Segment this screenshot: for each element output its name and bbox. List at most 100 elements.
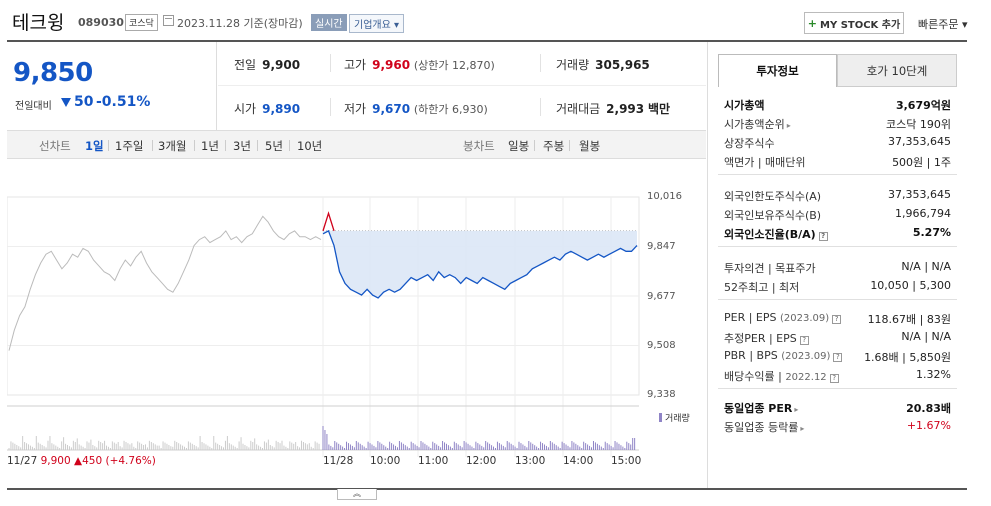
tab-weekly-candle[interactable]: 주봉	[543, 139, 565, 153]
chevron-right-icon: ▸	[794, 405, 799, 414]
amount-stat: 거래대금 2,993 백만	[556, 100, 670, 117]
divider	[152, 140, 153, 151]
bottom-divider	[7, 488, 967, 490]
chart-period-tabs: 선차트 1일 1주일 3개월 1년 3년 5년 10년 봉차트 일봉 주봉 월봉	[7, 130, 706, 159]
plus-icon: +	[807, 16, 818, 30]
x-tick-label: 15:00	[611, 455, 642, 467]
x-tick-label: 14:00	[563, 455, 594, 467]
open-value: 9,890	[262, 102, 301, 116]
pbr-text: PBR | BPS	[724, 349, 778, 362]
info-row: 동일업종 등락률 ▸ +1.67%	[718, 416, 957, 435]
est-per-label: 추정PER | EPS?	[724, 330, 809, 346]
company-info-dropdown[interactable]: 기업개요 ▾	[349, 14, 404, 33]
help-icon[interactable]: ?	[829, 374, 839, 383]
calendar-icon	[163, 15, 174, 26]
week52-value: 10,050 | 5,300	[870, 279, 951, 292]
x-tick-label: 13:00	[515, 455, 546, 467]
y-tick-label: 9,677	[647, 291, 676, 302]
y-tick-label: 10,016	[647, 191, 682, 202]
divider	[289, 140, 290, 151]
tab-daily-candle[interactable]: 일봉	[508, 139, 530, 153]
help-icon[interactable]: ?	[818, 232, 828, 241]
tab-3years[interactable]: 3년	[233, 139, 251, 153]
sector-per-text: 동일업종 PER	[724, 402, 793, 415]
low-value: 9,670	[372, 102, 411, 116]
dividend-date: 2022.12	[785, 372, 827, 383]
help-icon[interactable]: ?	[833, 353, 843, 362]
sector-change-text: 동일업종 등락률	[724, 421, 799, 434]
divider	[108, 140, 109, 151]
sector-per-value: 20.83배	[906, 402, 951, 415]
tab-10years[interactable]: 10년	[297, 139, 323, 153]
prev-close-label: 전일	[234, 58, 257, 72]
low-stat: 저가 9,670 (하한가 6,930)	[344, 100, 488, 117]
opinion-section: 투자의견 | 목표주가 N/A | N/A 52주최고 | 최저 10,050 | …	[718, 257, 957, 300]
per-label: PER | EPS (2023.09)?	[724, 311, 842, 324]
tab-3months[interactable]: 3개월	[158, 139, 187, 153]
info-row: 외국인한도주식수(A) 37,353,645	[718, 185, 957, 204]
info-row: 투자의견 | 목표주가 N/A | N/A	[718, 257, 957, 276]
help-icon[interactable]: ?	[832, 315, 842, 324]
divider	[569, 140, 570, 151]
realtime-button[interactable]: 실시간	[311, 14, 347, 31]
x-tick-label: 11:00	[418, 455, 449, 467]
info-row: 52주최고 | 최저 10,050 | 5,300	[718, 276, 957, 295]
opinion-label: 투자의견 | 목표주가	[724, 262, 816, 275]
chevron-right-icon: ▸	[800, 424, 805, 433]
foreign-limit-label: 외국인한도주식수(A)	[724, 190, 822, 203]
info-row: PBR | BPS (2023.09)? 1.68배 | 5,850원	[718, 346, 957, 365]
sector-change-label[interactable]: 동일업종 등락률 ▸	[724, 419, 804, 435]
valuation-section: PER | EPS (2023.09)? 118.67배 | 83원 추정PER …	[718, 308, 957, 389]
market-cap-rank-text: 시가총액순위	[724, 118, 785, 131]
info-row: 동일업종 PER ▸ 20.83배	[718, 397, 957, 416]
y-tick-label: 9,508	[647, 340, 676, 351]
pbr-value: 1.68배 | 5,850원	[864, 351, 951, 364]
par-value: 500원 | 1주	[892, 156, 951, 169]
info-row: 액면가 | 매매단위 500원 | 1주	[718, 151, 957, 170]
divider	[534, 140, 535, 151]
help-icon[interactable]: ?	[799, 336, 809, 345]
chevron-right-icon: ▸	[786, 121, 791, 130]
stock-name: 테크윙	[12, 12, 65, 34]
y-tick-label: 9,338	[647, 389, 676, 400]
price-change-percent: -0.51%	[96, 94, 151, 110]
add-mystock-button[interactable]: + MY STOCK 추가	[804, 12, 904, 34]
market-cap-label: 시가총액	[724, 99, 765, 112]
tab-5years[interactable]: 5년	[265, 139, 283, 153]
line-chart-tab[interactable]: 선차트	[39, 139, 71, 153]
tab-investment-info[interactable]: 투자정보	[718, 54, 837, 87]
tab-1year[interactable]: 1년	[201, 139, 219, 153]
per-date: (2023.09)	[780, 313, 830, 324]
prev-day-change: ▲450	[74, 455, 103, 467]
divider	[225, 140, 226, 151]
candle-chart-tab[interactable]: 봉차트	[463, 139, 495, 153]
market-cap-rank-label[interactable]: 시가총액순위 ▸	[724, 116, 791, 132]
stats-row-2: 시가 9,890 저가 9,670 (하한가 6,930) 거래대금 2,993 백만	[218, 86, 706, 130]
today-up-line	[322, 211, 335, 232]
tab-1day[interactable]: 1일	[85, 139, 104, 153]
divider	[194, 140, 195, 151]
info-row: 외국인보유주식수(B) 1,966,794	[718, 204, 957, 223]
lower-limit: (하한가 6,930)	[413, 103, 488, 116]
prev-close-value: 9,900	[262, 58, 301, 72]
amount-value: 2,993	[606, 102, 645, 116]
collapse-button[interactable]: ︽	[337, 489, 377, 500]
foreign-hold-label: 외국인보유주식수(B)	[724, 209, 822, 222]
open-label: 시가	[234, 102, 257, 116]
investment-info-panel: 투자정보 호가 10단계 시가총액 3,679억원 시가총액순위 ▸ 코스닥 190위…	[707, 42, 967, 488]
foreign-hold-value: 1,966,794	[895, 207, 951, 220]
stock-header: 테크윙 089030 코스닥 2023.11.28 기준(장마감) 실시간 기업…	[0, 0, 991, 40]
intraday-chart[interactable]: 10,016 9,847 9,677 9,508 9,338 거래량 11/27…	[7, 180, 706, 470]
upper-limit: (상한가 12,870)	[413, 59, 495, 72]
tab-1week[interactable]: 1주일	[115, 139, 144, 153]
divider	[540, 98, 541, 116]
shares-label: 상장주식수	[724, 137, 775, 150]
quick-order-dropdown[interactable]: 빠른주문 ▾	[918, 18, 968, 31]
info-row: 상장주식수 37,353,645	[718, 132, 957, 151]
est-per-value: N/A | N/A	[901, 330, 951, 343]
per-value: 118.67배 | 83원	[867, 313, 951, 326]
foreign-ratio-text: 외국인소진율(B/A)	[724, 228, 816, 241]
tab-monthly-candle[interactable]: 월봉	[579, 139, 601, 153]
tab-orderbook[interactable]: 호가 10단계	[837, 54, 957, 87]
sector-per-label[interactable]: 동일업종 PER ▸	[724, 400, 798, 416]
